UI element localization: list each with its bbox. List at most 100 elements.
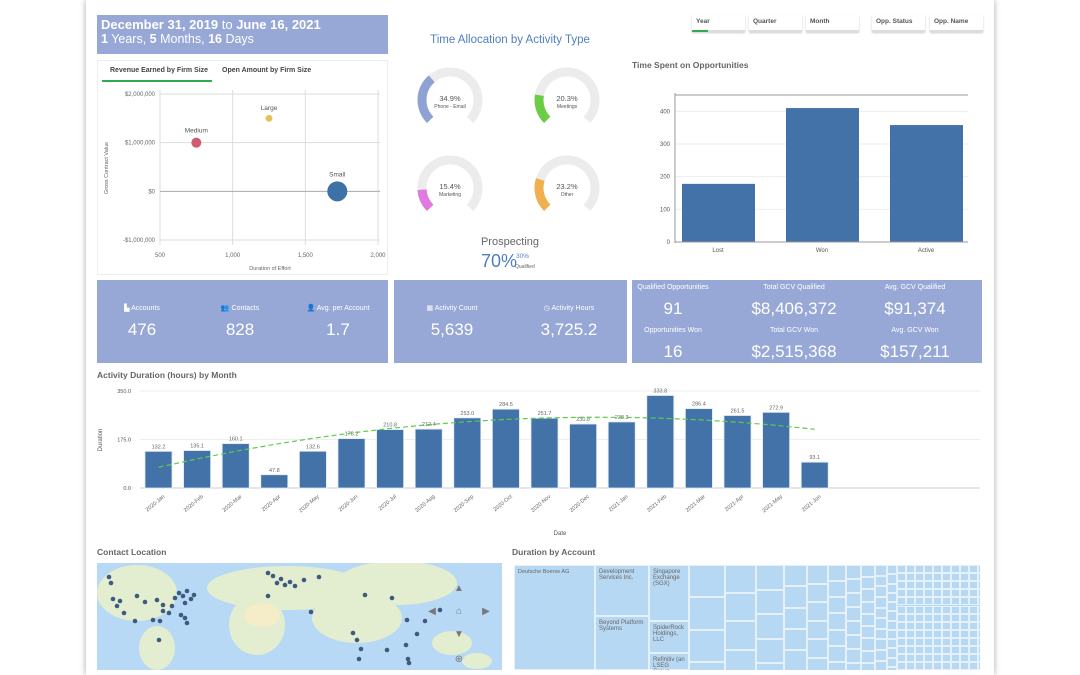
- treemap-tile[interactable]: [951, 605, 961, 614]
- treemap-tile[interactable]: [933, 589, 943, 598]
- treemap-tile[interactable]: [845, 607, 862, 622]
- treemap-tile[interactable]: [915, 662, 925, 670]
- treemap-tile[interactable]: [960, 637, 970, 646]
- treemap-tile[interactable]: [969, 565, 979, 574]
- bar[interactable]: [685, 408, 713, 489]
- contact-point[interactable]: [132, 618, 138, 624]
- bar[interactable]: [337, 438, 366, 489]
- treemap-tile[interactable]: [942, 605, 952, 614]
- treemap-tile[interactable]: [969, 646, 979, 655]
- contact-point[interactable]: [150, 617, 156, 623]
- bar[interactable]: [723, 415, 752, 489]
- scatter-point[interactable]: [327, 181, 348, 202]
- treemap-tile[interactable]: [951, 654, 961, 663]
- treemap-tile[interactable]: [827, 581, 846, 598]
- contact-point[interactable]: [184, 620, 190, 626]
- contact-point[interactable]: [350, 630, 356, 636]
- treemap-tile[interactable]: [897, 597, 907, 606]
- contact-point[interactable]: [191, 592, 197, 598]
- treemap-tile[interactable]: [875, 565, 887, 576]
- treemap-tile[interactable]: [897, 621, 907, 630]
- contact-point[interactable]: [169, 603, 175, 609]
- treemap-tile[interactable]: [906, 573, 916, 582]
- treemap-tile[interactable]: [897, 565, 907, 574]
- treemap-tile[interactable]: [933, 654, 943, 663]
- treemap-tile[interactable]: [924, 621, 934, 630]
- treemap-tile[interactable]: [969, 654, 979, 663]
- bar[interactable]: [762, 411, 790, 489]
- filter-2[interactable]: Month: [806, 15, 859, 32]
- treemap-tile[interactable]: [942, 637, 952, 646]
- treemap-tile[interactable]: [915, 573, 925, 582]
- treemap-tile[interactable]: [942, 597, 952, 606]
- treemap-tile[interactable]: [924, 646, 934, 655]
- contact-point[interactable]: [358, 646, 364, 652]
- treemap-tile[interactable]: [845, 579, 862, 594]
- contact-point[interactable]: [301, 577, 307, 583]
- treemap-tile[interactable]: [933, 565, 943, 574]
- treemap-tile[interactable]: [886, 648, 898, 658]
- treemap-tile[interactable]: [886, 666, 898, 670]
- treemap-tile[interactable]: [827, 613, 846, 630]
- treemap-tile[interactable]: [845, 663, 862, 670]
- treemap-tile[interactable]: [861, 650, 876, 663]
- treemap-tile[interactable]: [978, 573, 980, 582]
- treemap-tile[interactable]: [807, 565, 828, 584]
- treemap-tile[interactable]: [756, 614, 784, 639]
- treemap-tile[interactable]: [951, 646, 961, 655]
- gauge-fill[interactable]: [417, 75, 435, 123]
- treemap-tile[interactable]: [875, 586, 887, 597]
- treemap-tile[interactable]: [933, 662, 943, 670]
- filter-1[interactable]: Quarter: [749, 15, 802, 32]
- treemap-tile[interactable]: [689, 662, 725, 670]
- treemap-tile[interactable]: [689, 597, 725, 630]
- treemap-tile[interactable]: [783, 586, 808, 608]
- treemap-tile[interactable]: [924, 662, 934, 670]
- treemap-tile[interactable]: [978, 646, 980, 655]
- home-icon[interactable]: ⌂: [456, 606, 462, 617]
- treemap-tile[interactable]: [886, 602, 898, 612]
- contact-point[interactable]: [274, 580, 280, 586]
- gauge-fill[interactable]: [534, 178, 551, 211]
- treemap-tile[interactable]: [915, 565, 925, 574]
- contact-point[interactable]: [166, 610, 172, 616]
- treemap-tile[interactable]: [906, 605, 916, 614]
- contact-point[interactable]: [134, 593, 140, 599]
- treemap-tile[interactable]: [845, 635, 862, 650]
- treemap-tile[interactable]: [969, 629, 979, 638]
- treemap-tile[interactable]: [924, 613, 934, 622]
- treemap-tile[interactable]: [756, 663, 784, 670]
- contact-point[interactable]: [121, 610, 127, 616]
- treemap-tile[interactable]: [886, 592, 898, 602]
- contact-point[interactable]: [182, 615, 188, 621]
- treemap-tile[interactable]: [807, 583, 828, 603]
- treemap-tile[interactable]: [725, 593, 757, 622]
- treemap-tile[interactable]: [915, 597, 925, 606]
- contact-point[interactable]: [265, 570, 271, 576]
- treemap-tile[interactable]: [960, 589, 970, 598]
- treemap-tile[interactable]: [906, 621, 916, 630]
- treemap-tile[interactable]: [933, 581, 943, 590]
- treemap-tile[interactable]: [906, 597, 916, 606]
- treemap-tile[interactable]: [861, 577, 876, 590]
- treemap-tile[interactable]: [897, 646, 907, 655]
- bar[interactable]: [800, 461, 829, 489]
- treemap-tile[interactable]: [875, 596, 887, 608]
- gauge-fill[interactable]: [417, 189, 434, 211]
- treemap-tile[interactable]: [875, 628, 887, 640]
- treemap-tile[interactable]: [906, 629, 916, 638]
- treemap-tile[interactable]: [915, 637, 925, 646]
- treemap-tile[interactable]: [933, 646, 943, 655]
- treemap-tile[interactable]: [960, 605, 970, 614]
- treemap-tile[interactable]: [978, 597, 980, 606]
- treemap-tile[interactable]: [875, 639, 887, 651]
- treemap-tile[interactable]: Development Services Inc.: [595, 565, 649, 616]
- filter-3[interactable]: Opp. Status: [872, 15, 925, 32]
- filter-4[interactable]: Opp. Name: [930, 15, 983, 32]
- treemap-tile[interactable]: [861, 589, 876, 602]
- treemap-tile[interactable]: [897, 581, 907, 590]
- contact-point[interactable]: [356, 656, 362, 662]
- treemap-tile[interactable]: [861, 565, 876, 578]
- treemap-tile[interactable]: [845, 621, 862, 636]
- contact-point[interactable]: [406, 660, 412, 666]
